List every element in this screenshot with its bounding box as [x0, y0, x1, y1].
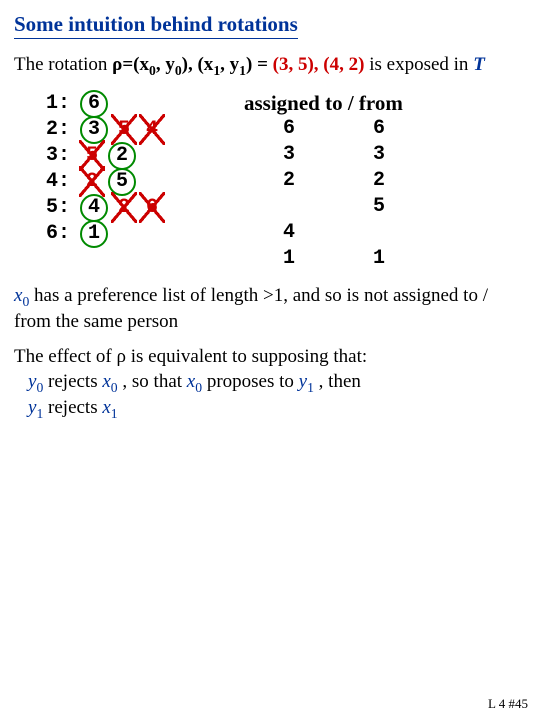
l2f: proposes to	[202, 371, 299, 392]
value: 3	[88, 118, 100, 141]
mid4: ) =	[246, 54, 273, 75]
slide-title: Some intuition behind rotations	[14, 12, 298, 39]
l3b: rejects	[43, 397, 102, 418]
value: 2	[116, 144, 128, 167]
row-label: 4:	[38, 170, 70, 193]
l2b: rejects	[43, 371, 102, 392]
assigned-row: 4	[244, 220, 424, 246]
y1a: y	[299, 371, 307, 392]
assigned-row: 11	[244, 246, 424, 272]
assigned-cell: 2	[244, 169, 334, 192]
pref-cell: 4	[140, 118, 164, 142]
intro-prefix: The rotation	[14, 54, 112, 75]
assigned-grid: 6633225411	[244, 116, 424, 272]
l1b: is equivalent to supposing that:	[126, 346, 367, 367]
para-x0-length: x0 has a preference list of length >1, a…	[14, 284, 526, 335]
value: 1	[88, 222, 100, 245]
pref-cell: 2	[80, 170, 104, 194]
mid1: , y	[156, 54, 175, 75]
T-symbol: T	[473, 54, 485, 75]
assigned-row: 66	[244, 116, 424, 142]
assigned-header: assigned to / from	[244, 91, 424, 116]
slide-footer: L 4 #45	[488, 696, 528, 712]
assigned-cell: 4	[244, 221, 334, 244]
assigned-cell: 5	[334, 195, 424, 218]
struck-value: 4	[146, 118, 158, 141]
assigned-cell: 1	[334, 247, 424, 270]
row-label: 1:	[38, 92, 70, 115]
pref-cell: 1	[80, 220, 108, 248]
struck-value: 2	[86, 170, 98, 193]
sub-1b: 1	[239, 63, 246, 78]
pref-row: 3: 52	[38, 143, 168, 169]
para1-rest: has a preference list of length >1, and …	[14, 285, 488, 333]
rho2: ρ	[117, 346, 126, 367]
l2d: , so that	[118, 371, 187, 392]
x0b: x	[102, 371, 110, 392]
x0c: x	[187, 371, 195, 392]
assigned-cell: 1	[244, 247, 334, 270]
mid2: ), (x	[182, 54, 214, 75]
x1c: x	[102, 397, 110, 418]
assigned-cell: 3	[334, 143, 424, 166]
pref-row: 2: 354	[38, 117, 168, 143]
assigned-cell: 6	[334, 117, 424, 140]
sub-0a: 0	[149, 63, 156, 78]
struck-value: 6	[146, 196, 158, 219]
l1a: The effect of	[14, 346, 117, 367]
pref-row: 1: 6	[38, 91, 168, 117]
pref-cell: 5	[112, 118, 136, 142]
assigned-row: 22	[244, 168, 424, 194]
pref-cell: 2	[112, 196, 136, 220]
para-effect: The effect of ρ is equivalent to supposi…	[14, 345, 526, 423]
pref-cell: 5	[80, 144, 104, 168]
effect-line2: y0 rejects x0 , so that x0 proposes to y…	[28, 370, 526, 397]
struck-value: 5	[86, 144, 98, 167]
assigned-cell: 2	[334, 169, 424, 192]
pref-cell: 4	[80, 194, 108, 222]
value: 4	[88, 196, 100, 219]
rotation-values: (3, 5), (4, 2)	[273, 54, 365, 75]
struck-value: 5	[118, 118, 130, 141]
x0b-sub: 0	[111, 380, 118, 395]
pref-cell: 6	[140, 196, 164, 220]
y1a-sub: 1	[307, 380, 314, 395]
assigned-cell: 6	[244, 117, 334, 140]
pref-cell: 2	[108, 142, 136, 170]
pref-row: 6: 1	[38, 221, 168, 247]
assigned-row: 33	[244, 142, 424, 168]
preference-table: 1:62:3543:524:255:4266:1	[38, 91, 168, 272]
effect-line3: y1 rejects x1	[28, 396, 526, 423]
rho-symbol: ρ	[112, 54, 122, 75]
assigned-block: assigned to / from 6633225411	[244, 91, 424, 272]
value: 5	[116, 170, 128, 193]
pref-row: 4: 25	[38, 169, 168, 195]
row-label: 5:	[38, 196, 70, 219]
row-label: 2:	[38, 118, 70, 141]
pref-row: 5: 426	[38, 195, 168, 221]
mid3: , y	[220, 54, 239, 75]
effect-line1: The effect of ρ is equivalent to supposi…	[14, 345, 526, 370]
intro-text: The rotation ρ=(x0, y0), (x1, y1) = (3, …	[14, 53, 526, 79]
pref-cell: 6	[80, 90, 108, 118]
struck-value: 2	[118, 196, 130, 219]
l2h: , then	[314, 371, 361, 392]
sub-0b: 0	[175, 63, 182, 78]
row-label: 3:	[38, 144, 70, 167]
value: 6	[88, 92, 100, 115]
x1c-sub: 1	[111, 406, 118, 421]
tables-area: 1:62:3543:524:255:4266:1 assigned to / f…	[38, 91, 526, 272]
intro-tail: is exposed in	[364, 54, 473, 75]
assigned-row: 5	[244, 194, 424, 220]
assigned-cell: 3	[244, 143, 334, 166]
eq-prefix: =(x	[122, 54, 149, 75]
row-label: 6:	[38, 222, 70, 245]
